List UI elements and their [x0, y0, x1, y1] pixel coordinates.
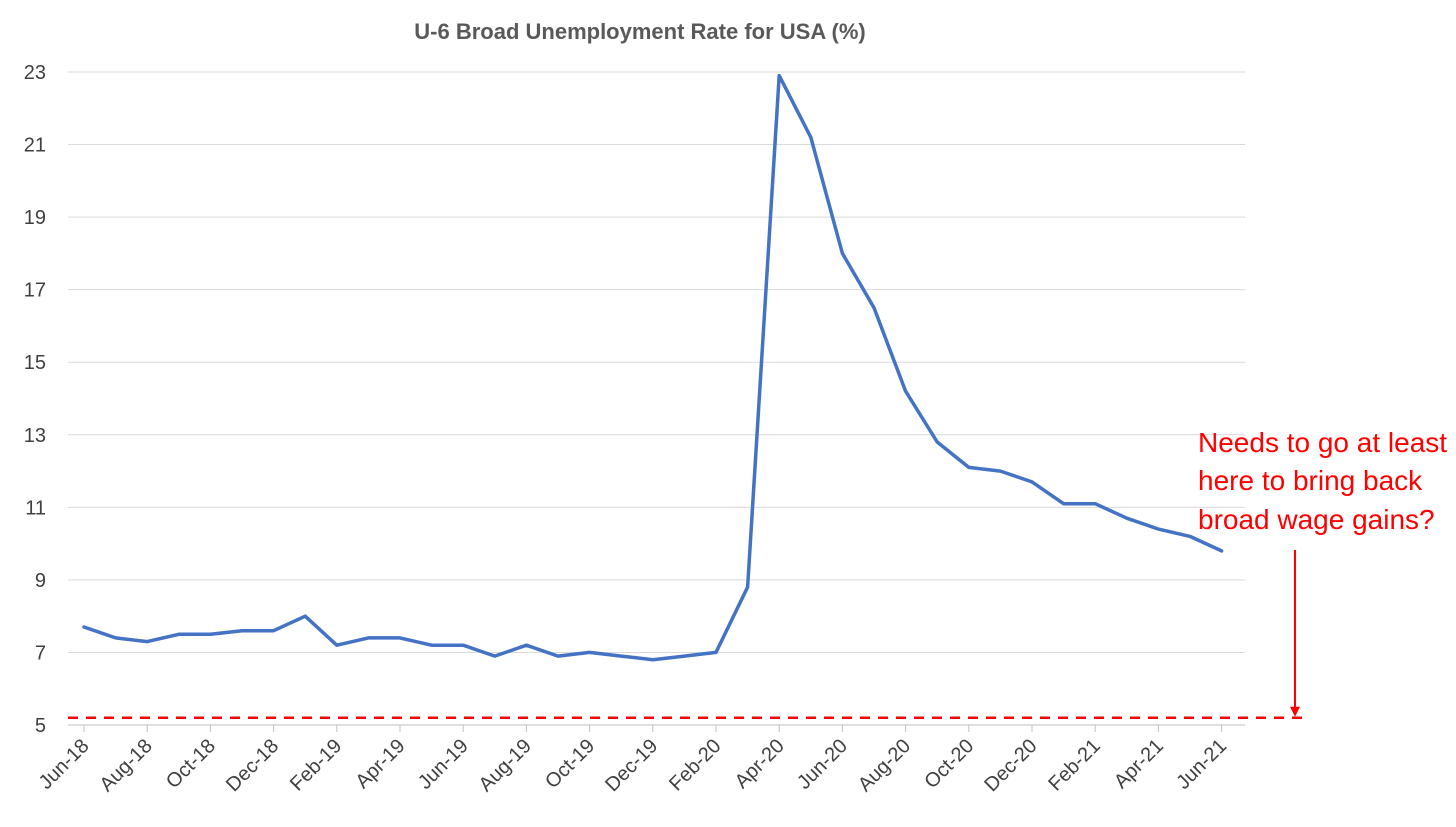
annotation-arrow-head — [1290, 706, 1300, 717]
x-tick-label: Feb-20 — [665, 735, 725, 795]
x-tick-label: Jun-18 — [35, 735, 94, 794]
data-point — [1156, 527, 1160, 531]
data-point — [840, 251, 844, 255]
data-point — [651, 658, 655, 662]
data-point — [935, 440, 939, 444]
x-tick-label: Feb-21 — [1044, 735, 1104, 795]
data-point — [303, 614, 307, 618]
data-point — [208, 632, 212, 636]
x-tick-label: Jun-19 — [414, 735, 473, 794]
data-point — [1125, 516, 1129, 520]
annotation-line-2: here to bring back — [1198, 465, 1423, 496]
x-tick-label: Oct-20 — [920, 735, 978, 793]
data-point — [682, 654, 686, 658]
annotation-line-1: Needs to go at least — [1198, 427, 1447, 458]
data-point — [1188, 534, 1192, 538]
series-line-0 — [82, 73, 1224, 662]
data-point — [366, 636, 370, 640]
y-tick-label: 15 — [24, 352, 46, 374]
data-point — [998, 469, 1002, 473]
x-tick-label: Oct-19 — [541, 735, 599, 793]
data-point — [493, 654, 497, 658]
y-tick-label: 21 — [24, 135, 46, 157]
y-tick-label: 7 — [35, 642, 46, 664]
data-point — [556, 654, 560, 658]
y-tick-label: 19 — [24, 207, 46, 229]
y-tick-label: 23 — [24, 62, 46, 84]
data-point — [967, 465, 971, 469]
y-tick-label: 5 — [35, 715, 46, 737]
x-tick-label: Apr-19 — [352, 735, 410, 793]
gridlines — [68, 71, 1245, 653]
data-point — [1093, 502, 1097, 506]
x-tick-label: Dec-20 — [980, 735, 1041, 796]
data-point — [430, 643, 434, 647]
data-point — [335, 643, 339, 647]
x-tick-label: Dec-18 — [222, 735, 283, 796]
data-point — [114, 636, 118, 640]
x-tick-label: Jun-20 — [793, 735, 852, 794]
data-point — [145, 640, 149, 644]
x-tick-label: Dec-19 — [601, 735, 662, 796]
x-tick-label: Apr-20 — [731, 735, 789, 793]
data-point — [398, 636, 402, 640]
annotation-line-3: broad wage gains? — [1198, 504, 1435, 535]
data-point — [904, 389, 908, 393]
chart-title: U-6 Broad Unemployment Rate for USA (%) — [414, 19, 865, 44]
data-point — [524, 643, 528, 647]
series-layer — [82, 73, 1224, 662]
x-tick-label: Aug-19 — [475, 735, 536, 796]
data-point — [1220, 549, 1224, 553]
data-point — [809, 135, 813, 139]
x-tick-label: Apr-21 — [1110, 735, 1168, 793]
data-point — [240, 629, 244, 633]
annotation: Needs to go at least here to bring back … — [1198, 427, 1447, 717]
y-tick-label: 13 — [24, 425, 46, 447]
data-point — [1030, 480, 1034, 484]
data-point — [872, 306, 876, 310]
data-point — [588, 650, 592, 654]
data-point — [1062, 502, 1066, 506]
y-axis-labels: 5 7 9 11 13 15 17 19 21 23 — [24, 62, 46, 737]
data-point — [746, 585, 750, 589]
data-point — [272, 629, 276, 633]
y-tick-label: 11 — [25, 497, 46, 519]
y-tick-label: 17 — [24, 280, 46, 302]
x-tick-label: Oct-18 — [162, 735, 220, 793]
data-point — [714, 650, 718, 654]
data-point — [177, 632, 181, 636]
data-point — [82, 625, 86, 629]
x-tick-label: Feb-19 — [286, 735, 346, 795]
x-axis-labels: Jun-18 Aug-18 Oct-18 Dec-18 Feb-19 Apr-19 Jun-… — [35, 725, 1231, 796]
x-tick-label: Aug-20 — [854, 735, 915, 796]
data-point — [619, 654, 623, 658]
data-point — [461, 643, 465, 647]
x-tick-label: Aug-18 — [96, 735, 157, 796]
x-tick-label: Jun-21 — [1172, 735, 1231, 794]
y-tick-label: 9 — [35, 570, 46, 592]
data-point — [777, 74, 781, 78]
